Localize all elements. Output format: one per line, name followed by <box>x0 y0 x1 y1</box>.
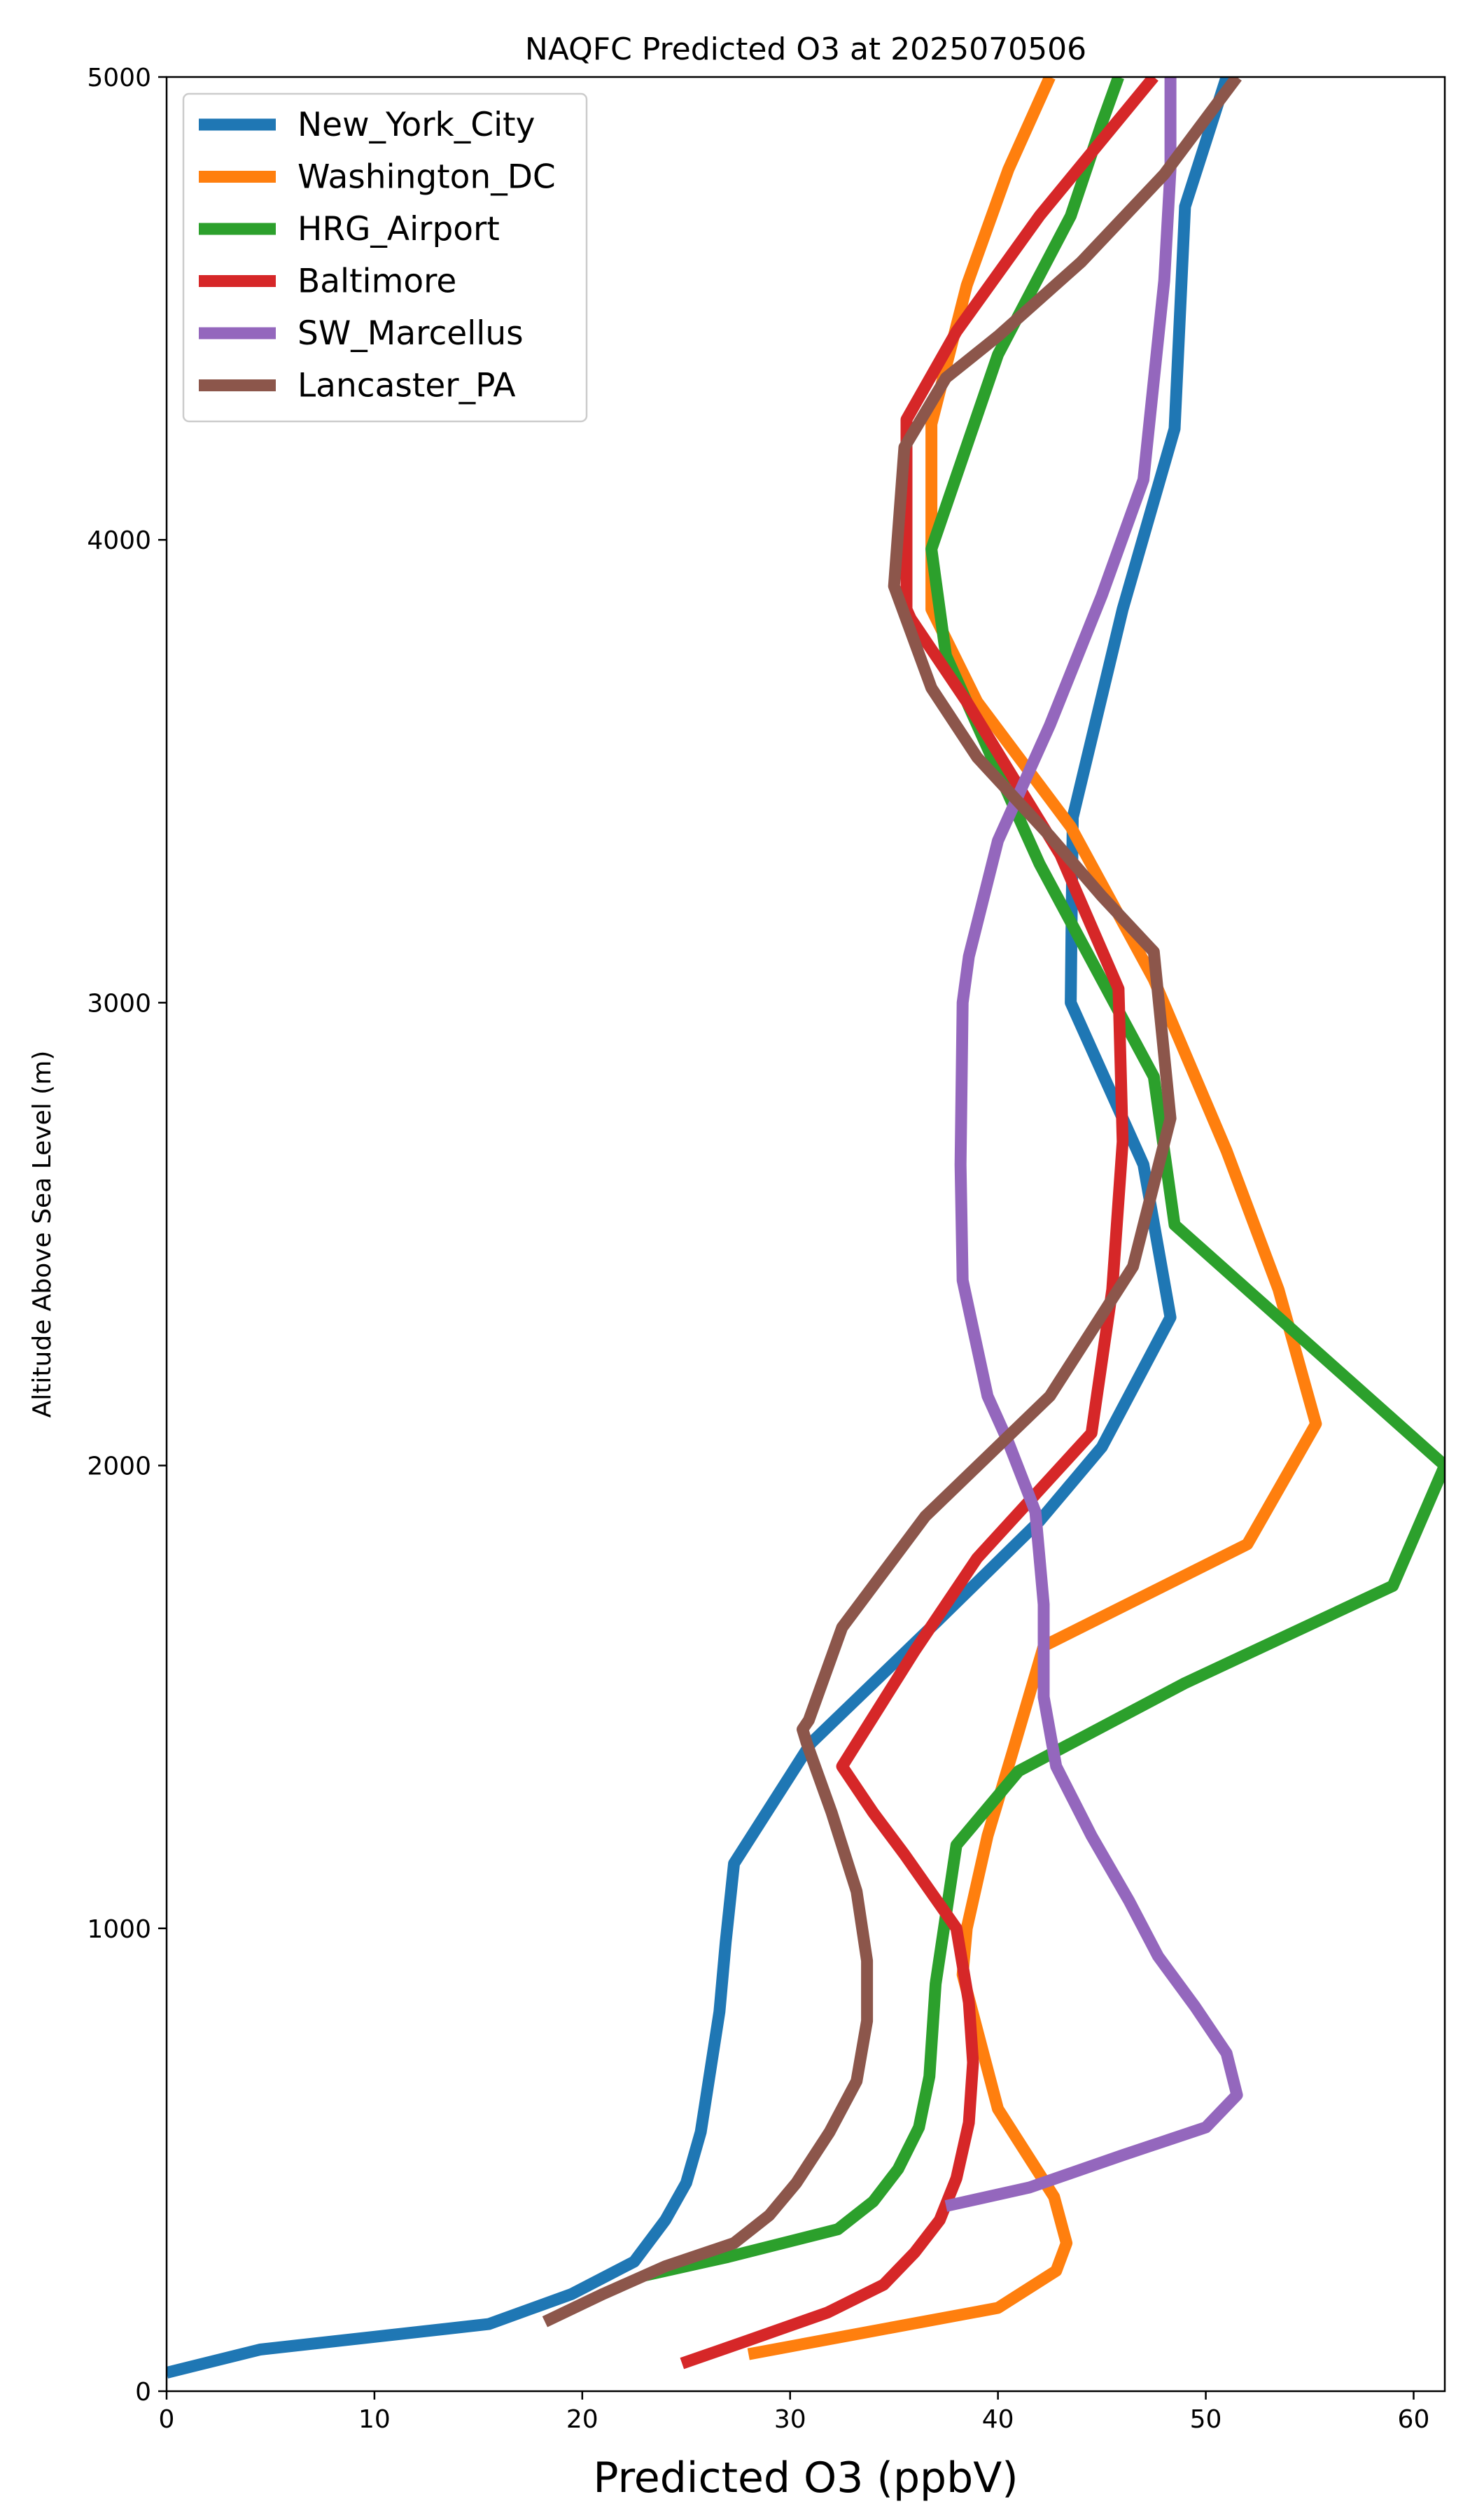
legend-label-5: Lancaster_PA <box>298 367 516 405</box>
x-axis: 0 10 20 30 40 50 60 <box>159 2391 1430 2434</box>
x-tick-label-6: 60 <box>1398 2405 1430 2434</box>
chart-title: NAQFC Predicted O3 at 2025070506 <box>525 31 1086 67</box>
series-line-4 <box>944 77 1243 2212</box>
x-tick-label-3: 30 <box>774 2405 806 2434</box>
y-tick-label-0: 0 <box>135 2378 151 2407</box>
x-tick-label-0: 0 <box>159 2405 175 2434</box>
x-tick-label-2: 20 <box>566 2405 598 2434</box>
legend: New_York_City Washington_DC HRG_Airport Bal… <box>182 92 588 423</box>
x-tick-label-1: 10 <box>358 2405 391 2434</box>
y-tick-label-5: 5000 <box>87 64 151 92</box>
x-axis-title: Predicted O3 (ppbV) <box>593 2454 1018 2502</box>
legend-box <box>182 92 588 423</box>
series-layer <box>167 77 1445 2379</box>
legend-label-1: Washington_DC <box>298 158 556 197</box>
y-tick-label-1: 1000 <box>87 1915 151 1944</box>
legend-label-4: SW_Marcellus <box>298 314 524 353</box>
x-tick-label-4: 40 <box>982 2405 1014 2434</box>
y-axis-title: Altitude Above Sea Level (m) <box>28 1051 57 1418</box>
y-tick-label-2: 2000 <box>87 1452 151 1481</box>
legend-label-2: HRG_Airport <box>298 210 500 248</box>
x-tick-label-5: 50 <box>1190 2405 1222 2434</box>
legend-label-3: Baltimore <box>298 262 456 301</box>
series-line-5 <box>542 77 1242 2328</box>
y-tick-label-3: 3000 <box>87 989 151 1018</box>
series-line-1 <box>747 77 1322 2360</box>
legend-label-0: New_York_City <box>298 106 535 144</box>
y-tick-label-4: 4000 <box>87 526 151 555</box>
y-axis: 0 1000 2000 3000 4000 5000 <box>87 64 167 2407</box>
plot-frame <box>165 76 1446 2393</box>
series-line-2 <box>643 77 1445 2281</box>
